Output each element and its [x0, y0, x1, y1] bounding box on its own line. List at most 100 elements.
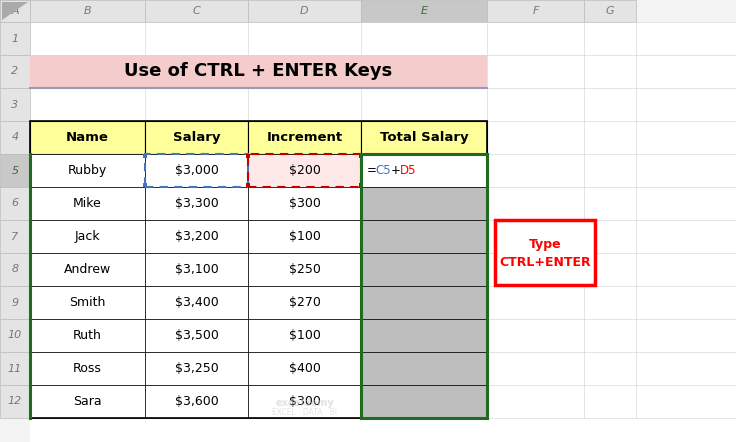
Text: $3,500: $3,500: [174, 329, 219, 342]
Bar: [248, 286, 361, 319]
Text: $100: $100: [289, 329, 320, 342]
Bar: [248, 352, 361, 385]
Bar: [361, 0, 487, 22]
Text: Use of CTRL + ENTER Keys: Use of CTRL + ENTER Keys: [124, 62, 392, 80]
Bar: [0, 187, 30, 220]
Bar: [487, 0, 584, 22]
Bar: [0, 0, 30, 22]
Text: 5: 5: [12, 165, 18, 175]
Text: EXCEL · DATA · BI: EXCEL · DATA · BI: [272, 408, 337, 417]
Bar: [0, 22, 30, 55]
Bar: [361, 121, 487, 154]
Bar: [145, 352, 248, 385]
Bar: [248, 253, 361, 286]
Text: Total Salary: Total Salary: [380, 131, 468, 144]
Bar: [361, 187, 487, 220]
Text: E: E: [420, 6, 428, 16]
Text: 1: 1: [12, 34, 18, 43]
Bar: [145, 385, 248, 418]
Bar: [0, 0, 30, 22]
Text: $300: $300: [289, 197, 320, 210]
Bar: [30, 220, 145, 253]
Bar: [30, 154, 145, 187]
Text: 3: 3: [12, 99, 18, 110]
Bar: [145, 121, 248, 154]
Bar: [145, 0, 248, 22]
Bar: [0, 286, 30, 319]
Text: Name: Name: [66, 131, 109, 144]
Text: Salary: Salary: [173, 131, 220, 144]
Text: =: =: [367, 164, 377, 177]
Bar: [248, 0, 361, 22]
Text: F: F: [532, 6, 539, 16]
Bar: [248, 220, 361, 253]
Bar: [0, 220, 30, 253]
Text: Rubby: Rubby: [68, 164, 107, 177]
Text: 9: 9: [12, 297, 18, 308]
Bar: [0, 88, 30, 121]
Text: 6: 6: [12, 198, 18, 209]
Bar: [30, 187, 145, 220]
Bar: [248, 385, 361, 418]
Bar: [145, 187, 248, 220]
Text: exceldemy: exceldemy: [275, 398, 334, 408]
Text: Mike: Mike: [73, 197, 102, 210]
Text: +: +: [391, 164, 401, 177]
Text: $250: $250: [289, 263, 320, 276]
Text: $3,100: $3,100: [174, 263, 219, 276]
Bar: [361, 319, 487, 352]
Text: Smith: Smith: [69, 296, 106, 309]
Bar: [0, 253, 30, 286]
Bar: [248, 319, 361, 352]
Bar: [361, 352, 487, 385]
Text: $3,600: $3,600: [174, 395, 219, 408]
Bar: [359, 183, 363, 187]
Bar: [361, 154, 487, 418]
Bar: [30, 55, 487, 88]
Text: C5: C5: [375, 164, 391, 177]
Bar: [145, 253, 248, 286]
Bar: [30, 121, 145, 154]
Bar: [30, 385, 145, 418]
Text: 8: 8: [12, 264, 18, 274]
Bar: [248, 187, 361, 220]
Bar: [145, 220, 248, 253]
Bar: [0, 385, 30, 418]
Bar: [495, 220, 595, 285]
Text: $200: $200: [289, 164, 320, 177]
Bar: [359, 154, 363, 158]
Bar: [246, 154, 250, 158]
Bar: [361, 286, 487, 319]
Bar: [0, 154, 30, 187]
Text: $300: $300: [289, 395, 320, 408]
Bar: [145, 286, 248, 319]
Text: $270: $270: [289, 296, 320, 309]
Text: 12: 12: [8, 396, 22, 407]
Bar: [145, 319, 248, 352]
Bar: [143, 183, 147, 187]
Text: C: C: [193, 6, 200, 16]
Text: Ross: Ross: [73, 362, 102, 375]
Bar: [145, 154, 248, 187]
Bar: [145, 154, 248, 187]
Text: 2: 2: [12, 66, 18, 76]
Text: $400: $400: [289, 362, 320, 375]
Text: $3,000: $3,000: [174, 164, 219, 177]
Bar: [246, 154, 250, 158]
Text: $3,400: $3,400: [174, 296, 219, 309]
Text: 10: 10: [8, 331, 22, 340]
Bar: [361, 154, 487, 187]
Text: $3,200: $3,200: [174, 230, 219, 243]
Bar: [584, 0, 636, 22]
Bar: [0, 319, 30, 352]
Bar: [30, 286, 145, 319]
Text: $100: $100: [289, 230, 320, 243]
Text: B: B: [84, 6, 91, 16]
Bar: [30, 253, 145, 286]
Bar: [0, 121, 30, 154]
Text: 7: 7: [12, 232, 18, 241]
Text: $3,250: $3,250: [174, 362, 219, 375]
Text: Andrew: Andrew: [64, 263, 111, 276]
Bar: [248, 154, 361, 187]
Bar: [248, 154, 361, 187]
